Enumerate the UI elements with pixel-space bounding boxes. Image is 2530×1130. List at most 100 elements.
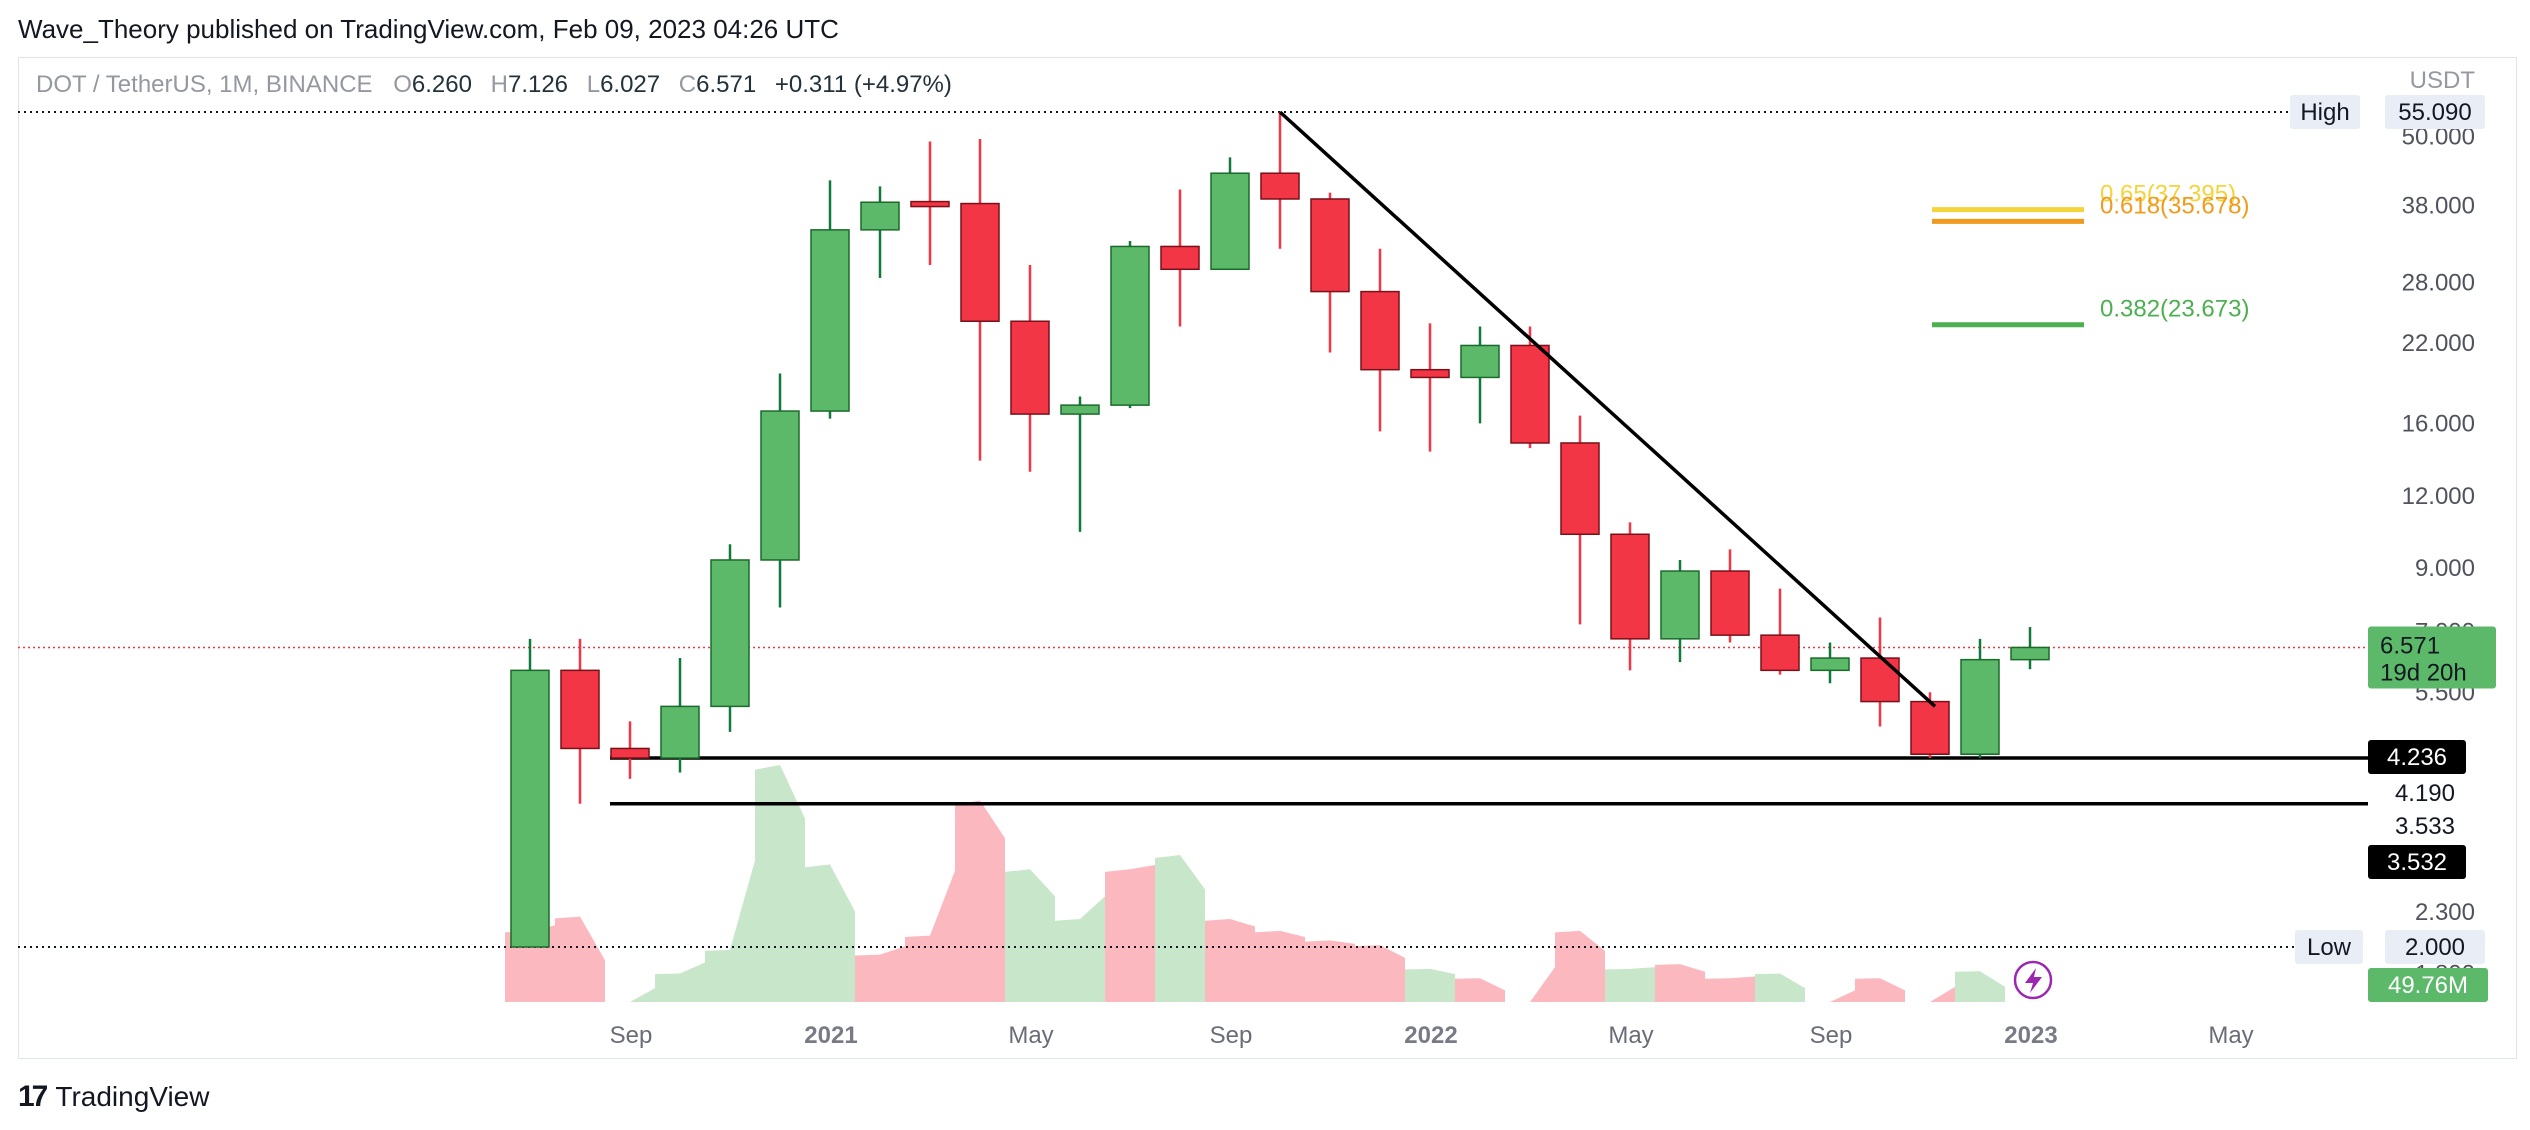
volume-area-segment	[1755, 973, 1805, 1002]
candle	[510, 638, 550, 948]
volume-area-segment	[705, 860, 755, 1002]
candle-body	[1610, 533, 1650, 640]
chart-pane[interactable]	[18, 57, 2517, 1059]
y-axis-tick-label: 22.000	[2402, 330, 2475, 357]
candle	[2010, 627, 2050, 670]
x-axis-label: 2023	[2004, 1022, 2057, 1049]
candle	[960, 138, 1000, 461]
candle-body	[1960, 658, 2000, 755]
candle	[810, 180, 850, 419]
y-axis-tick-label: 16.000	[2402, 410, 2475, 437]
candle-body	[1010, 320, 1050, 415]
candle-body	[1710, 570, 1750, 636]
legend-change: +0.311 (+4.97%)	[774, 71, 952, 98]
last-price-value: 6.571	[2380, 632, 2440, 659]
candle-body	[1860, 657, 1900, 703]
fib-level-label: 0.65(37.395)	[2100, 181, 2236, 208]
volume-area-segment	[1205, 919, 1255, 1002]
candle-body	[510, 669, 550, 948]
candle-body	[1660, 570, 1700, 640]
y-axis-tick-label: 2.300	[2415, 899, 2475, 926]
bar-countdown: 19d 20h	[2380, 659, 2467, 686]
support-price-badge: 4.236	[2368, 740, 2466, 774]
volume-area-segment	[655, 962, 705, 1002]
candle-body	[1260, 172, 1300, 200]
tradingview-logo-icon: 17	[18, 1080, 48, 1113]
symbol-legend: DOT / TetherUS, 1M, BINANCE O6.260 H7.12…	[36, 71, 952, 99]
candle-body	[1810, 657, 1850, 672]
low-value-badge-text: 2.000	[2405, 934, 2465, 961]
volume-badge-text: 49.76M	[2388, 972, 2468, 999]
candle-body	[2010, 646, 2050, 661]
high-tag-text: High	[2300, 99, 2349, 126]
low-tag: Low	[2295, 930, 2363, 964]
candle-body	[1460, 344, 1500, 379]
volume-area-segment	[1805, 990, 1855, 1002]
volume-area-segment	[1855, 978, 1905, 1002]
volume-area-segment	[805, 864, 855, 1002]
candle	[1260, 112, 1300, 249]
candle-body	[1560, 442, 1600, 536]
descending-trendline	[1278, 110, 1937, 708]
x-axis-label: May	[1608, 1022, 1653, 1049]
candle	[1460, 326, 1500, 424]
volume-area-segment	[1305, 940, 1355, 1002]
volume-area-segment	[555, 916, 605, 1002]
low-value-badge-bg	[2385, 930, 2485, 964]
volume-area-segment	[1405, 968, 1455, 1002]
volume-area-segment	[1655, 964, 1705, 1002]
candle-body	[1510, 344, 1550, 444]
candle-body	[860, 201, 900, 231]
y-axis-tick-label: 28.000	[2402, 269, 2475, 296]
volume-area-segment	[1955, 971, 2005, 1002]
y-axis-tick-label: 38.000	[2402, 193, 2475, 220]
volume-area-segment	[1605, 967, 1655, 1002]
support-price-badge-text: 3.532	[2387, 849, 2447, 876]
legend-symbol: DOT / TetherUS, 1M, BINANCE	[36, 71, 373, 98]
candle	[1810, 642, 1850, 684]
volume-area-segment	[1905, 986, 1955, 1002]
candle	[1710, 549, 1750, 643]
tradingview-logo[interactable]: 17 TradingView	[18, 1080, 209, 1114]
volume-badge: 49.76M	[2368, 968, 2488, 1002]
candle	[860, 186, 900, 278]
candle	[610, 721, 650, 779]
volume-area-segment	[1505, 967, 1555, 1002]
volume-area-segment	[1105, 864, 1155, 1002]
x-axis-label: Sep	[1810, 1022, 1853, 1049]
candle-body	[810, 229, 850, 412]
candle	[1060, 396, 1100, 532]
candle-body	[1910, 700, 1950, 755]
volume-area-segment	[905, 870, 955, 1002]
tradingview-brand: TradingView	[55, 1081, 210, 1112]
candle	[660, 658, 700, 773]
x-axis-label: Sep	[610, 1022, 653, 1049]
volume-area-segment	[955, 800, 1005, 1002]
support-price-badge-bg	[2368, 740, 2466, 774]
high-value-badge: 55.090	[2385, 95, 2485, 129]
x-axis-label: 2022	[1404, 1022, 1457, 1049]
volume-area-segment	[1705, 976, 1755, 1002]
fib-level-label: 0.618(35.678)	[2100, 192, 2249, 219]
volume-area-segment	[755, 765, 805, 1002]
published-header: Wave_Theory published on TradingView.com…	[18, 14, 839, 44]
candle	[710, 544, 750, 732]
volume-area-segment	[1155, 855, 1205, 1002]
candle	[560, 638, 600, 804]
candle	[760, 373, 800, 608]
volume-area-segment	[1255, 930, 1305, 1002]
legend-low-value: 6.027	[600, 71, 661, 98]
candle-body	[760, 410, 800, 561]
high-tag: High	[2290, 95, 2360, 129]
lightning-icon-bolt	[2025, 968, 2042, 993]
candle-body	[660, 705, 700, 759]
candle	[1160, 189, 1200, 327]
candle-body	[1760, 634, 1800, 672]
legend-open-value: 6.260	[411, 71, 472, 98]
candle-body	[710, 559, 750, 708]
candle	[910, 141, 950, 266]
legend-high-value: 7.126	[507, 71, 569, 98]
candle-body	[960, 202, 1000, 322]
lightning-icon	[2013, 960, 2053, 1000]
